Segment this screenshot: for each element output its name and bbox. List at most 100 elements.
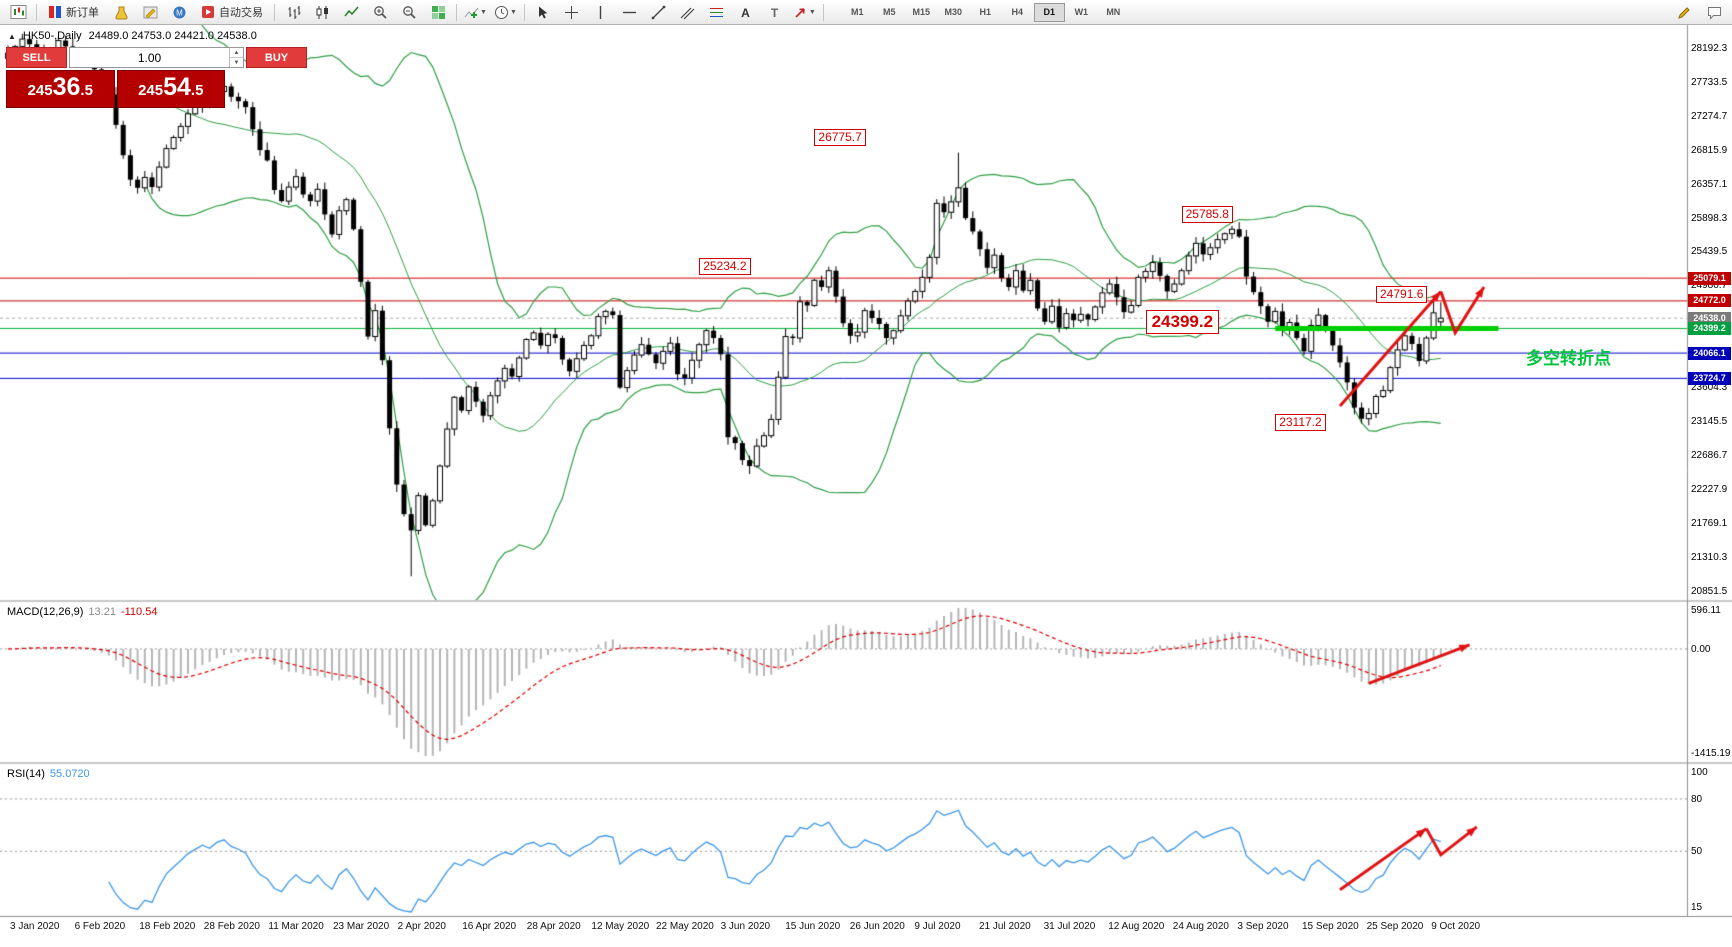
- crosshair-icon: [565, 5, 579, 19]
- bar-chart-button[interactable]: [279, 1, 307, 24]
- svg-text:T: T: [771, 6, 779, 20]
- price-big-digits: 36: [52, 73, 81, 101]
- horizontal-line-icon: [623, 11, 637, 13]
- strategy-tester-icon: [114, 6, 128, 19]
- price-callout-label: 24791.6: [1376, 285, 1428, 303]
- price-tag: 24399.2: [1688, 321, 1731, 335]
- vertical-line-tool-button[interactable]: [587, 1, 615, 24]
- chat-bubble-icon: [1707, 6, 1721, 20]
- macd-axis-label: -1415.19: [1691, 748, 1731, 759]
- date-label: 28 Apr 2020: [526, 921, 581, 932]
- label-icon: T: [771, 6, 779, 20]
- toolbar: 新订单 M 自动交易: [0, 0, 1732, 25]
- date-label: 21 Jul 2020: [979, 921, 1031, 932]
- zoom-out-button[interactable]: [395, 1, 423, 24]
- line-chart-button[interactable]: [337, 1, 365, 24]
- bull-bear-turning-point-annotation: 多空转折点: [1526, 349, 1611, 368]
- periods-button[interactable]: ▼: [491, 1, 520, 24]
- rsi-axis-label: 80: [1691, 793, 1703, 805]
- auto-trading-icon: [202, 6, 214, 18]
- volume-up-icon[interactable]: ▲: [230, 48, 243, 58]
- candlesticks-icon: [316, 5, 328, 19]
- price-big-digits: 54: [163, 73, 191, 101]
- cursor-tool-button[interactable]: [529, 1, 557, 24]
- vertical-line-icon: [600, 5, 602, 19]
- metaeditor-icon: [143, 6, 157, 18]
- crosshair-tool-button[interactable]: [558, 1, 586, 24]
- indicators-icon: [464, 7, 479, 18]
- sell-button[interactable]: SELL: [6, 47, 67, 68]
- price-callout-label: 24399.2: [1145, 310, 1220, 334]
- timeframe-button-h4[interactable]: H4: [1011, 7, 1024, 17]
- timeframe-button-m5[interactable]: M5: [883, 7, 896, 17]
- arrows-tool-button[interactable]: ▼: [790, 1, 819, 24]
- price-axis-label: 23604.3: [1691, 382, 1728, 394]
- zoom-in-button[interactable]: [366, 1, 394, 24]
- new-order-button[interactable]: 新订单: [41, 1, 106, 24]
- date-label: 25 Sep 2020: [1366, 921, 1424, 932]
- timeframe-button-mn[interactable]: MN: [1106, 7, 1121, 17]
- timeframe-button-m1[interactable]: M1: [851, 7, 864, 17]
- new-chart-button[interactable]: [4, 1, 32, 24]
- indicators-button[interactable]: ▼: [461, 1, 490, 24]
- volume-input[interactable]: [70, 48, 229, 67]
- price-axis-label: 26815.9: [1691, 144, 1728, 156]
- zoom-out-icon: [402, 5, 416, 19]
- price-tag: 25079.1: [1688, 271, 1731, 285]
- text-tool-button[interactable]: A: [732, 1, 760, 24]
- rsi-axis-label: 50: [1691, 846, 1703, 858]
- chat-button[interactable]: [1700, 1, 1728, 24]
- time-axis[interactable]: 3 Jan 2020 6 Feb 2020 18 Feb 2020 28 Feb 20…: [0, 917, 1687, 947]
- date-label: 16 Apr 2020: [462, 921, 517, 932]
- candlestick-chart-button[interactable]: [308, 1, 336, 24]
- price-tag: 24066.1: [1688, 346, 1731, 360]
- price-axis-label: 26357.1: [1691, 178, 1728, 190]
- metaeditor-button[interactable]: [136, 1, 164, 24]
- price-fraction: .5: [80, 82, 93, 99]
- chevron-down-icon: ▼: [509, 8, 517, 16]
- fibonacci-tool-button[interactable]: [703, 1, 731, 24]
- macd-main-value: 13.21: [88, 606, 116, 618]
- sell-price-display[interactable]: 245 36.5: [6, 70, 115, 108]
- channel-tool-button[interactable]: [674, 1, 702, 24]
- timeframe-button-m15[interactable]: M15: [912, 7, 931, 17]
- buy-price-display[interactable]: 245 54.5: [116, 70, 225, 108]
- tile-windows-button[interactable]: [424, 1, 452, 24]
- timeframe-button-h1[interactable]: H1: [979, 7, 992, 17]
- chart-info-line: ▲ HK50-,Daily 24489.0 24753.0 24421.0 24…: [8, 30, 257, 42]
- strategy-tester-button[interactable]: [107, 1, 135, 24]
- draw-button[interactable]: [1670, 1, 1698, 24]
- price-axis-label: 27733.5: [1691, 76, 1728, 88]
- trendline-tool-button[interactable]: [645, 1, 673, 24]
- timeframe-button-w1[interactable]: W1: [1074, 7, 1089, 17]
- volume-down-icon[interactable]: ▼: [233, 59, 240, 66]
- tile-windows-icon: [431, 5, 445, 19]
- price-axis-label: 21769.1: [1691, 518, 1728, 530]
- auto-trading-label: 自动交易: [219, 7, 263, 19]
- macd-signal-value: -110.54: [120, 606, 158, 618]
- date-label: 9 Jul 2020: [914, 921, 961, 932]
- auto-trading-button[interactable]: 自动交易: [194, 1, 270, 24]
- horizontal-line-tool-button[interactable]: [616, 1, 644, 24]
- date-label: 3 Jun 2020: [720, 921, 771, 932]
- timeframe-button-m30[interactable]: M30: [944, 7, 963, 17]
- price-axis-label: 27274.7: [1691, 110, 1728, 122]
- price-prefix: 245: [138, 82, 164, 99]
- price-axis-label: 22227.9: [1691, 484, 1728, 496]
- clock-icon: [494, 5, 508, 19]
- timeframe-button-d1[interactable]: D1: [1033, 2, 1065, 22]
- price-tag: 24772.0: [1688, 294, 1731, 308]
- date-label: 15 Sep 2020: [1302, 921, 1359, 932]
- price-callout-label: 25234.2: [699, 258, 751, 276]
- label-tool-button[interactable]: T: [761, 1, 789, 24]
- price-axis[interactable]: [1687, 25, 1732, 916]
- zoom-in-icon: [373, 5, 387, 19]
- price-axis-label: 23145.5: [1691, 416, 1728, 428]
- price-axis-label: 25898.3: [1691, 212, 1728, 224]
- ohlc-values: 24489.0 24753.0 24421.0 24538.0: [88, 30, 257, 42]
- buy-button[interactable]: BUY: [246, 47, 307, 68]
- cursor-icon: [539, 6, 548, 18]
- one-click-collapse-icon[interactable]: ▲: [8, 31, 16, 41]
- community-button[interactable]: M: [165, 1, 193, 24]
